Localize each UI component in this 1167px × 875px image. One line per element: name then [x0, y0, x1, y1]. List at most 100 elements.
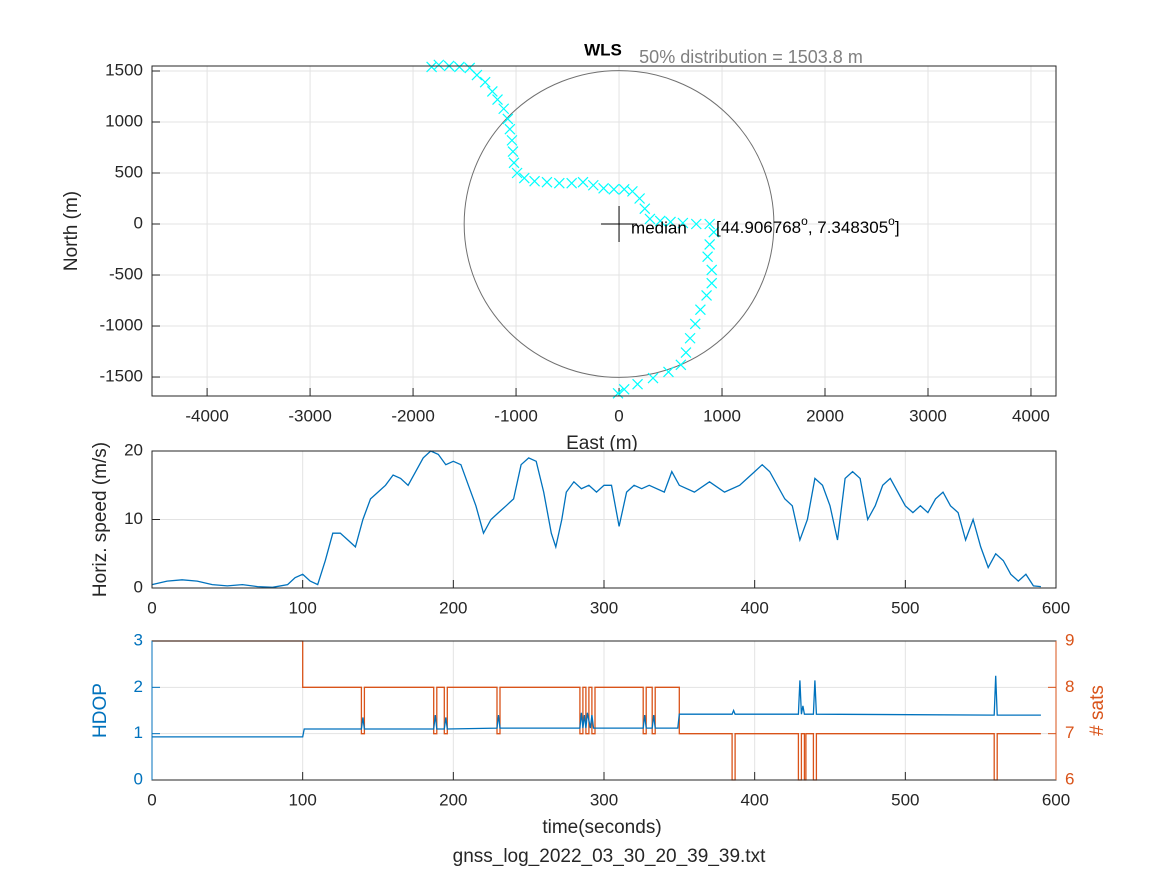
chart-title: WLS	[584, 40, 622, 59]
marker	[598, 182, 610, 194]
marker	[433, 59, 445, 71]
marker	[453, 61, 465, 73]
marker	[644, 213, 656, 225]
x-tick-label: 0	[147, 598, 156, 617]
marker	[634, 193, 646, 204]
y-tick-label: -1000	[100, 316, 143, 335]
y-tick-label: 500	[115, 162, 143, 181]
y2-tick-label: 8	[1065, 677, 1074, 696]
marker	[708, 226, 720, 238]
x-axis-label: East (m)	[566, 433, 638, 454]
axes-box	[151, 450, 1057, 589]
x-tick-label: 4000	[1012, 406, 1050, 425]
axes-box	[151, 65, 1057, 397]
marker	[618, 183, 630, 195]
median-coords: [44.906768o, 7.348305o]	[716, 214, 900, 237]
data-line	[152, 675, 1041, 738]
y-tick-label: 1	[134, 723, 143, 742]
marker	[665, 216, 676, 228]
y-tick-label: 20	[124, 440, 143, 459]
y2-tick-label: 6	[1065, 769, 1074, 788]
y-tick-label: 0	[134, 769, 143, 788]
marker	[706, 277, 718, 289]
x-tick-label: 100	[288, 790, 316, 809]
x-tick-label: 400	[740, 598, 768, 617]
x-tick-label: -3000	[288, 406, 331, 425]
y2-tick-label: 7	[1065, 723, 1074, 742]
y-tick-label: 10	[124, 509, 143, 528]
x-tick-label: 200	[439, 790, 467, 809]
coord-part: , 7.348305	[808, 218, 888, 237]
marker	[632, 378, 643, 390]
median-cross	[601, 206, 638, 243]
coord-part: ]	[895, 218, 900, 237]
x-tick-label: 500	[891, 790, 919, 809]
marker	[471, 69, 483, 81]
marker	[511, 167, 523, 179]
x-tick-label: 600	[1042, 598, 1070, 617]
marker	[553, 177, 565, 189]
marker	[498, 103, 510, 115]
y-axis-label: HDOP	[90, 683, 111, 738]
y-tick-label: 2	[134, 677, 143, 696]
marker	[507, 146, 519, 158]
x-tick-label: 200	[439, 598, 467, 617]
y-tick-label: -1500	[100, 367, 143, 386]
x-tick-label: 300	[590, 598, 618, 617]
x-axis-label: time(seconds)	[542, 817, 661, 838]
y2-tick-label: 9	[1065, 630, 1074, 649]
marker	[566, 177, 578, 189]
x-tick-label: 2000	[806, 406, 844, 425]
marker	[618, 383, 630, 395]
marker	[529, 175, 541, 187]
y-tick-label: 0	[134, 577, 143, 596]
y-tick-label: 3	[134, 630, 143, 649]
coord-part: o	[888, 214, 895, 228]
axes-background	[152, 66, 1056, 396]
x-tick-label: 600	[1042, 790, 1070, 809]
coord-part: [44.906768	[716, 218, 801, 237]
marker	[502, 113, 514, 125]
x-tick-label: -2000	[391, 406, 434, 425]
y2-axis-label: # sats	[1087, 685, 1108, 736]
marker	[702, 251, 714, 263]
x-tick-label: 300	[590, 790, 618, 809]
x-tick-label: -4000	[185, 406, 228, 425]
coord-part: o	[801, 214, 808, 228]
marker	[486, 85, 498, 97]
marker	[654, 215, 666, 227]
x-tick-label: 3000	[909, 406, 947, 425]
x-tick-label: 100	[288, 598, 316, 617]
marker	[694, 304, 706, 316]
marker	[518, 172, 530, 184]
x-tick-label: 1000	[703, 406, 741, 425]
marker	[706, 264, 718, 276]
marker	[701, 289, 712, 301]
y-axis-label: North (m)	[61, 191, 82, 271]
y-tick-label: 0	[134, 213, 143, 232]
x-tick-label: 400	[740, 790, 768, 809]
marker	[612, 387, 624, 399]
marker	[506, 134, 518, 146]
x-tick-label: 500	[891, 598, 919, 617]
marker	[690, 218, 702, 230]
footer: gnss_log_2022_03_30_20_39_39.txt	[453, 846, 766, 867]
annotation: 50% distribution = 1503.8 m	[639, 47, 863, 67]
marker	[675, 359, 687, 371]
marker	[587, 179, 599, 191]
marker	[508, 157, 520, 169]
y-tick-label: -500	[109, 265, 143, 284]
marker	[608, 183, 620, 195]
distribution-circle	[463, 70, 775, 378]
x-tick-label: 0	[147, 790, 156, 809]
marker	[504, 123, 516, 135]
marker	[426, 61, 438, 73]
marker	[689, 318, 701, 330]
x-tick-label: 0	[614, 406, 623, 425]
marker	[639, 203, 651, 215]
marker	[541, 176, 553, 188]
marker	[647, 372, 659, 384]
marker	[704, 238, 716, 250]
marker	[677, 217, 689, 229]
